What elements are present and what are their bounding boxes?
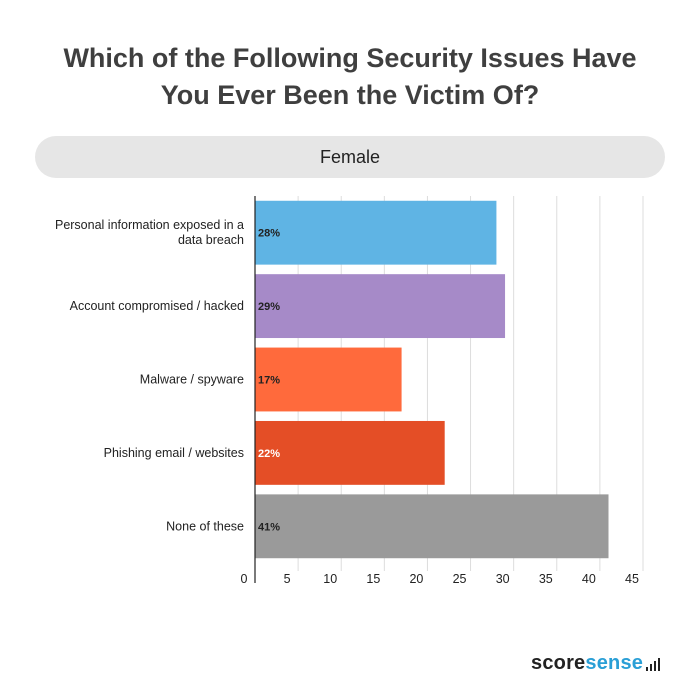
chart-title: Which of the Following Security Issues H… [0, 40, 700, 114]
x-tick-label-8: 40 [582, 572, 596, 586]
x-tick-label-0: 0 [241, 572, 248, 586]
brand-name-part2: sense [585, 652, 644, 674]
bar-1 [255, 274, 506, 339]
x-tick-label-3: 15 [366, 572, 380, 586]
subtitle: Female [319, 146, 381, 167]
category-label-3-0: Phishing email / websites [104, 446, 244, 460]
brand-name-part1: score [531, 652, 586, 674]
value-label-0: 28% [258, 228, 280, 240]
x-tick-label-4: 20 [409, 572, 423, 586]
x-tick-label-1: 5 [284, 572, 291, 586]
subtitle-pill: Female [35, 136, 665, 178]
bar-4 [255, 494, 609, 559]
signal-bars-icon [646, 658, 661, 671]
bar-2 [255, 347, 402, 412]
chart-title-line-1: Which of the Following Security Issues H… [63, 43, 637, 73]
brand-logo: score sense [531, 651, 661, 675]
category-label-1-0: Account compromised / hacked [70, 299, 244, 313]
category-label-4-0: None of these [166, 519, 244, 533]
bar-0 [255, 200, 497, 265]
category-label-0-1: data breach [178, 233, 244, 247]
chart-title-line-2: You Ever Been the Victim Of? [160, 80, 540, 110]
x-tick-label-2: 10 [323, 572, 337, 586]
value-label-2: 17% [258, 375, 280, 387]
x-tick-label-6: 30 [496, 572, 510, 586]
x-tick-label-7: 35 [539, 572, 553, 586]
bar-3 [255, 420, 445, 485]
category-label-0-0: Personal information exposed in a [55, 218, 244, 232]
x-tick-label-5: 25 [453, 572, 467, 586]
value-label-4: 41% [258, 521, 280, 533]
value-label-1: 29% [258, 301, 280, 313]
category-label-2-0: Malware / spyware [140, 373, 244, 387]
x-tick-label-9: 45 [625, 572, 639, 586]
value-label-3: 22% [258, 448, 280, 460]
